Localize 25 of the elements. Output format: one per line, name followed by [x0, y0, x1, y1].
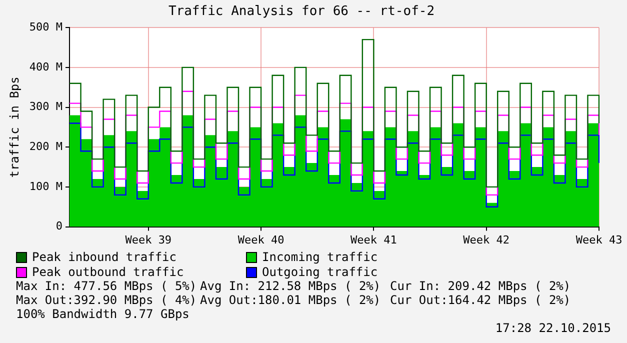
text: Avg In: 212.58 MBps ( 2%)	[200, 279, 382, 293]
text: Cur Out:164.42 MBps ( 2%)	[390, 293, 572, 307]
chart-title: Traffic Analysis for 66 -- rt-of-2	[168, 4, 435, 20]
y-axis-title: traffic in Bps	[7, 76, 22, 178]
x-tick-label: Week 41	[350, 233, 397, 246]
legend-label: Outgoing traffic	[261, 265, 379, 279]
text: 17:28 22.10.2015	[494, 321, 611, 335]
x-tick-label: Week 42	[463, 233, 510, 246]
x-tick-label: Week 40	[238, 233, 284, 246]
text: Max In: 477.56 MBps ( 5%)	[16, 279, 198, 293]
y-tick-label: 500 M	[29, 20, 63, 34]
x-tick-label: Week 43	[576, 233, 622, 246]
legend-label: Peak outbound traffic	[31, 265, 185, 279]
text: Cur In: 209.42 MBps ( 2%)	[390, 279, 572, 293]
y-tick-label: 200 M	[29, 140, 63, 153]
legend-label: Incoming traffic	[261, 250, 379, 264]
y-tick-label: 100 M	[29, 180, 63, 193]
legend-label: Peak inbound traffic	[31, 250, 178, 264]
x-tick-label: Week 39	[125, 233, 172, 246]
y-tick-label: 400 M	[29, 60, 63, 74]
text: Max Out:392.90 MBps ( 4%)	[16, 293, 198, 307]
y-tick-label: 300 M	[29, 100, 63, 114]
text: Avg Out:180.01 MBps ( 2%)	[200, 293, 382, 307]
text: 100% Bandwidth 9.77 GBps	[16, 307, 190, 321]
y-tick-label: 0	[56, 220, 63, 233]
